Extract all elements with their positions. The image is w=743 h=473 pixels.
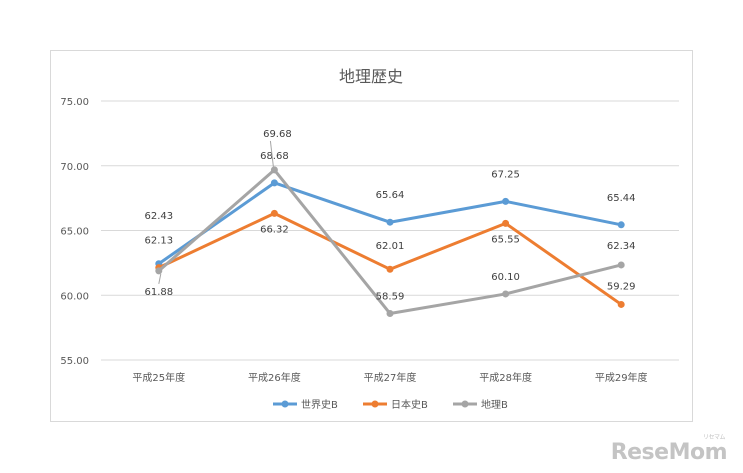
data-label: 68.68 <box>260 151 289 162</box>
data-label: 66.32 <box>260 224 289 235</box>
legend-item: 世界史B <box>273 399 338 411</box>
data-point <box>155 267 163 275</box>
x-tick-label: 平成28年度 <box>479 371 532 384</box>
x-tick-label: 平成29年度 <box>595 371 648 384</box>
data-label: 65.55 <box>491 234 520 245</box>
logo-text: ReseMom <box>610 440 728 465</box>
data-point <box>502 197 510 205</box>
x-tick-label: 平成27年度 <box>364 371 417 384</box>
y-tick-label: 70.00 <box>60 162 89 173</box>
data-label: 61.88 <box>144 287 173 298</box>
data-label: 67.25 <box>491 169 520 180</box>
leader-line <box>158 273 162 285</box>
x-axis-tick-labels: 平成25年度 平成26年度 平成27年度 平成28年度 平成29年度 <box>132 371 647 384</box>
data-label: 62.01 <box>376 241 405 252</box>
data-label: 60.10 <box>491 272 520 283</box>
data-point <box>270 166 278 174</box>
data-label: 59.29 <box>607 281 636 292</box>
data-label: 65.44 <box>607 193 636 204</box>
x-tick-label: 平成25年度 <box>132 371 185 384</box>
data-label: 62.43 <box>144 211 173 222</box>
data-point <box>617 261 625 269</box>
data-point <box>386 310 394 318</box>
data-label: 62.13 <box>144 236 173 247</box>
legend-swatch-marker <box>281 400 289 408</box>
x-tick-label: 平成26年度 <box>248 371 301 384</box>
data-point <box>502 290 510 298</box>
legend-label: 地理B <box>481 398 508 411</box>
gridlines <box>101 100 679 361</box>
chart-area: 地理歴史 55.00 60.00 65.00 70.00 75.00 平成25年度 平成2… <box>50 50 693 422</box>
y-tick-label: 60.00 <box>60 291 89 302</box>
data-label: 62.34 <box>607 241 636 252</box>
legend-item: 地理B <box>453 398 508 411</box>
legend-swatch-marker <box>371 400 379 408</box>
y-axis-tick-labels: 55.00 60.00 65.00 70.00 75.00 <box>60 97 89 367</box>
data-label: 69.68 <box>263 129 292 140</box>
legend-label: 世界史B <box>301 399 338 411</box>
legend-item: 日本史B <box>363 398 428 411</box>
legend-label: 日本史B <box>391 398 428 411</box>
logo-subtext: リセマム <box>702 434 726 441</box>
resemom-logo: ReseMom リセマム <box>610 434 728 465</box>
data-point <box>617 221 625 229</box>
y-tick-label: 75.00 <box>60 97 89 108</box>
chart-title: 地理歴史 <box>339 67 403 86</box>
data-label: 58.59 <box>376 292 405 303</box>
series-1 <box>155 179 625 268</box>
series-lines <box>155 166 625 318</box>
data-labels: 62.43 68.68 65.64 67.25 65.44 62.13 66.32 62.01… <box>144 129 635 303</box>
legend: 世界史B 日本史B 地理B <box>273 398 508 411</box>
data-point <box>502 219 510 227</box>
y-tick-label: 65.00 <box>60 227 89 238</box>
leader-line <box>269 140 274 167</box>
data-point <box>386 218 394 226</box>
legend-swatch-marker <box>461 400 469 408</box>
series-3 <box>155 166 625 318</box>
data-point <box>617 300 625 308</box>
data-point <box>270 179 278 187</box>
data-point <box>270 209 278 217</box>
data-point <box>386 265 394 273</box>
y-tick-label: 55.00 <box>60 356 89 367</box>
data-label: 65.64 <box>376 190 405 201</box>
